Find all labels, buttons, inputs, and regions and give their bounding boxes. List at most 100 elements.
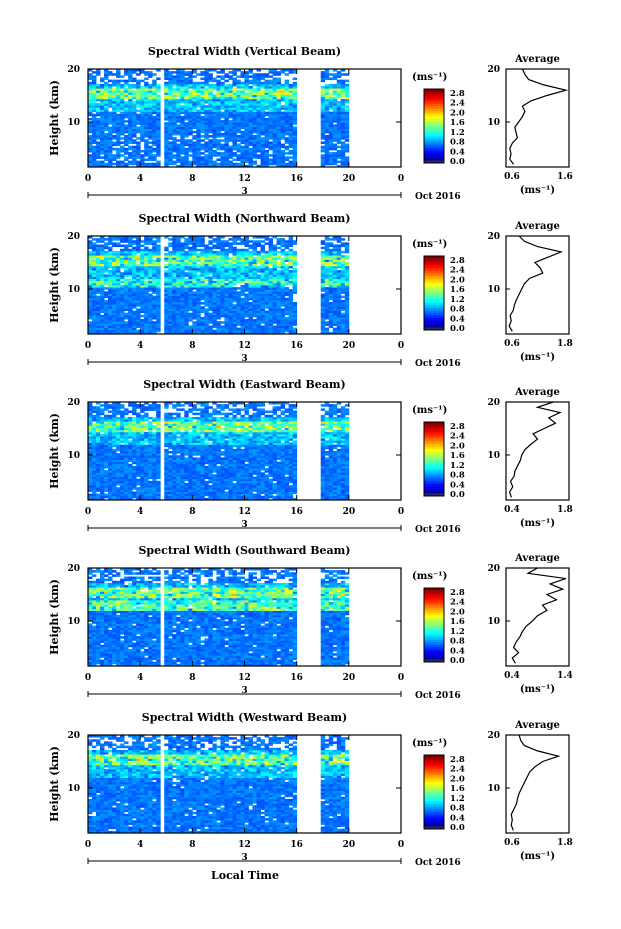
heatmap-cell	[180, 118, 185, 121]
heatmap-cell	[324, 248, 330, 252]
heatmap-cell	[128, 128, 133, 132]
heatmap-cell	[148, 75, 153, 78]
heatmap-cell	[236, 248, 241, 252]
heatmap-cell	[220, 83, 225, 87]
heatmap-cell	[220, 75, 225, 78]
heatmap-cell	[156, 297, 161, 301]
heatmap-cell	[196, 115, 201, 119]
heatmap-cell	[236, 164, 241, 168]
heatmap-cell	[204, 137, 209, 140]
heatmap-cell	[212, 128, 217, 132]
heatmap-cell	[132, 280, 137, 284]
heatmap-cell	[200, 152, 205, 155]
heatmap-cell	[140, 261, 145, 265]
heatmap-cell	[320, 122, 326, 125]
heatmap-cell	[232, 257, 237, 260]
heatmap-cell	[220, 280, 225, 284]
heatmap-cell	[208, 107, 213, 110]
heatmap-cell	[320, 314, 326, 318]
heatmap-cell	[140, 71, 145, 74]
heatmap-cell	[112, 289, 117, 292]
heatmap-cell	[156, 103, 161, 106]
heatmap-cell	[92, 141, 97, 144]
month-label: Oct 2016	[415, 359, 461, 369]
heatmap-cell	[204, 250, 209, 254]
heatmap-cell	[248, 139, 253, 142]
heatmap-cell	[284, 122, 290, 125]
heatmap-cell	[100, 276, 105, 280]
heatmap-cell	[116, 69, 121, 72]
heatmap-cell	[88, 130, 93, 134]
heatmap-cell	[88, 103, 93, 106]
heatmap-cell	[136, 160, 141, 164]
heatmap-cell	[284, 319, 290, 322]
heatmap-cell	[216, 310, 221, 314]
heatmap-cell	[176, 327, 181, 331]
heatmap-cell	[116, 265, 121, 269]
heatmap-cell	[276, 109, 282, 113]
heatmap-cell	[240, 113, 245, 117]
heatmap-cell	[256, 128, 261, 132]
heatmap-cell	[88, 459, 93, 463]
heatmap-cell	[344, 276, 350, 280]
heatmap-cell	[192, 263, 197, 267]
heatmap-cell	[180, 276, 185, 280]
y-axis-label: Height (km)	[48, 80, 61, 156]
heatmap-cell	[268, 103, 273, 106]
heatmap-cell	[292, 109, 298, 113]
heatmap-cell	[100, 88, 105, 91]
heatmap-cell	[112, 255, 117, 258]
heatmap-cell	[280, 98, 286, 102]
heatmap-cell	[184, 71, 189, 74]
heatmap-cell	[188, 329, 193, 333]
heatmap-cell	[344, 287, 350, 290]
heatmap-cell	[156, 132, 161, 136]
heatmap-cell	[104, 327, 109, 331]
heatmap-cell	[260, 261, 265, 265]
heatmap-cell	[88, 274, 93, 277]
heatmap-cell	[328, 259, 334, 262]
heatmap-cell	[280, 135, 286, 138]
heatmap-cell	[96, 331, 101, 335]
heatmap-cell	[116, 141, 121, 144]
heatmap-cell	[192, 109, 197, 113]
heatmap-cell	[216, 107, 221, 110]
heatmap-cell	[336, 73, 342, 76]
heatmap-cell	[88, 312, 93, 316]
heatmap-cell	[140, 79, 145, 83]
heatmap-cell	[104, 321, 109, 324]
heatmap-cell	[92, 259, 97, 262]
heatmap-cell	[168, 293, 173, 297]
heatmap-cell	[220, 255, 225, 258]
heatmap-cell	[220, 88, 225, 91]
heatmap-cell	[148, 149, 153, 153]
heatmap-cell	[280, 329, 286, 333]
heatmap-cell	[272, 274, 277, 277]
heatmap-cell	[212, 139, 217, 142]
heatmap-cell	[88, 276, 93, 280]
heatmap-cell	[164, 81, 169, 85]
heatmap-cell	[244, 132, 249, 136]
heatmap-cell	[220, 276, 225, 280]
heatmap-cell	[212, 310, 217, 314]
heatmap-cell	[224, 308, 229, 311]
heatmap-cell	[204, 158, 209, 162]
heatmap-cell	[280, 96, 286, 100]
heatmap-cell	[156, 120, 161, 123]
heatmap-cell	[168, 118, 173, 121]
heatmap-cell	[288, 113, 294, 117]
heatmap-cell	[292, 135, 298, 138]
heatmap-cell	[116, 132, 121, 136]
heatmap-cell	[228, 160, 233, 164]
heatmap-cell	[240, 327, 245, 331]
heatmap-cell	[184, 92, 189, 95]
heatmap-cell	[268, 304, 273, 307]
heatmap-cell	[288, 132, 294, 136]
heatmap-cell	[280, 88, 286, 91]
heatmap-cell	[200, 122, 205, 125]
heatmap-cell	[200, 250, 205, 254]
heatmap-cell	[100, 267, 105, 271]
heatmap-cell	[156, 141, 161, 144]
heatmap-cell	[112, 253, 117, 256]
heatmap-cell	[236, 295, 241, 299]
